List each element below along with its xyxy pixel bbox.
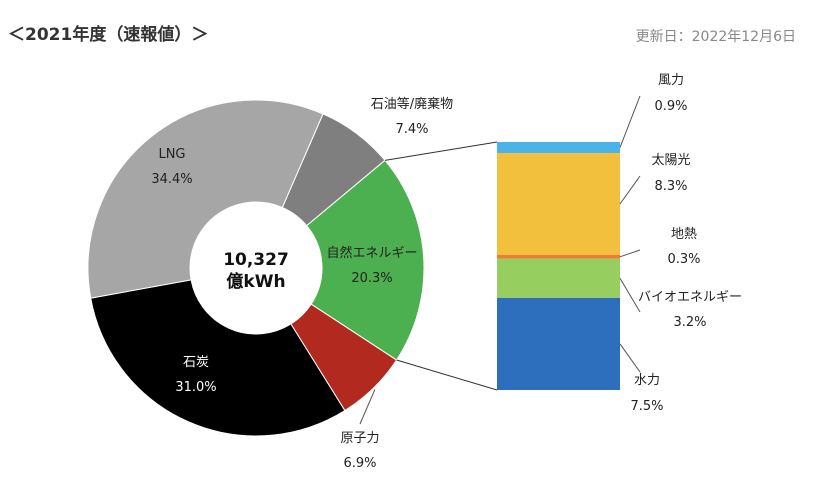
donut-slice-4 <box>87 99 324 299</box>
bar-segment-value-1: 8.3% <box>654 179 687 194</box>
donut-slice-3 <box>90 279 346 437</box>
bar-segment-value-3: 3.2% <box>673 315 706 330</box>
stacked-bar <box>497 142 620 390</box>
leader-line-nuclear <box>359 389 376 425</box>
bar-segment-name-2: 地熱 <box>671 227 697 242</box>
donut-center: 10,327 億kWh <box>223 250 289 292</box>
connector-lines <box>384 141 498 391</box>
center-total-unit: 億kWh <box>226 271 285 292</box>
donut-slice-name-3: 石炭 <box>183 355 209 370</box>
donut-slice-value-0: 7.4% <box>395 122 428 137</box>
donut-slice-name-2: 原子力 <box>340 431 379 446</box>
donut-slice-value-2: 6.9% <box>343 456 376 471</box>
bar-segment-2 <box>497 254 620 259</box>
chart-title: ＜2021年度（速報値）＞ <box>8 25 209 45</box>
bar-segment-name-1: 太陽光 <box>651 153 690 168</box>
bar-leader-0 <box>619 95 641 148</box>
bar-labels: 風力 0.9% 太陽光 8.3% 地熱 0.3% バイオエネルギー 3.2% 水力 7.5% <box>619 73 742 414</box>
bar-leader-1 <box>619 175 641 205</box>
donut-slice-value-3: 31.0% <box>175 380 216 395</box>
connector-top <box>384 141 498 161</box>
center-total-value: 10,327 <box>223 250 289 270</box>
bar-segment-value-4: 7.5% <box>630 399 663 414</box>
donut-labels: 石油等/廃棄物 7.4% 自然エネルギー 20.3% 原子力 6.9% 石炭 31.0% LNG… <box>151 96 453 471</box>
donut-slice-1 <box>305 159 425 361</box>
bar-segment-name-0: 風力 <box>658 73 684 88</box>
donut-chart <box>87 99 425 437</box>
bar-segment-name-3: バイオエネルギー <box>638 290 742 305</box>
bar-segment-0 <box>497 142 620 154</box>
bar-segment-value-0: 0.9% <box>654 99 687 114</box>
bar-segment-3 <box>497 258 620 298</box>
donut-slice-value-1: 20.3% <box>351 271 392 286</box>
donut-slice-name-4: LNG <box>158 147 185 162</box>
bar-leader-4 <box>619 343 641 373</box>
bar-segment-value-2: 0.3% <box>667 252 700 267</box>
donut-slice-value-4: 34.4% <box>151 172 192 187</box>
donut-slice-name-0: 石油等/廃棄物 <box>371 96 453 112</box>
bar-leader-3 <box>619 278 641 313</box>
connector-bottom <box>396 359 498 391</box>
bar-segment-name-4: 水力 <box>634 373 660 388</box>
updated-date: 更新日：2022年12月6日 <box>635 29 796 45</box>
bar-segment-4 <box>497 297 620 390</box>
bar-leader-2 <box>619 249 641 258</box>
bar-segment-1 <box>497 153 620 255</box>
donut-slice-name-1: 自然エネルギー <box>326 245 417 261</box>
